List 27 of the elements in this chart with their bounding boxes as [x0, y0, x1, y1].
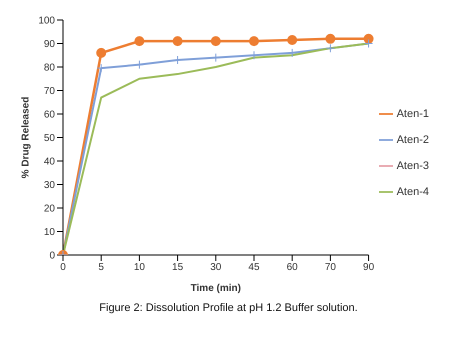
- y-tick-label: 0: [49, 250, 56, 262]
- text: Figure 2: Dissolution Profile at pH 1.2 Buffer solution.: [98, 302, 359, 314]
- y-tick-label: 100: [38, 16, 56, 27]
- x-tick-label: 90: [363, 262, 375, 274]
- y-tick-label: 10: [44, 227, 56, 238]
- legend-label: Aten-1: [396, 108, 429, 120]
- y-axis-title: % Drug Released: [20, 96, 32, 178]
- y-tick-label: 60: [44, 110, 56, 121]
- x-tick-label: 70: [324, 262, 336, 274]
- x-tick-label: 0: [60, 262, 66, 274]
- x-tick-label: 5: [98, 262, 104, 274]
- x-tick-label: 60: [286, 262, 298, 274]
- y-tick-label: 20: [44, 204, 56, 215]
- x-tick-label: 30: [210, 262, 222, 274]
- y-tick-label: 50: [44, 133, 56, 144]
- legend-label: Aten-2: [396, 134, 429, 146]
- y-tick-label: 80: [44, 62, 56, 74]
- y-tick-label: 40: [44, 156, 56, 168]
- legend-label: Aten-4: [396, 186, 429, 198]
- legend-label: Aten-3: [396, 160, 429, 172]
- y-tick-label: 90: [44, 39, 56, 50]
- x-tick-label: 10: [134, 262, 146, 274]
- x-axis-title: Time (min): [190, 283, 241, 294]
- x-tick-label: 45: [248, 262, 260, 274]
- y-tick-label: 30: [44, 180, 56, 192]
- x-tick-label: 15: [172, 262, 184, 274]
- y-tick-label: 70: [44, 86, 56, 98]
